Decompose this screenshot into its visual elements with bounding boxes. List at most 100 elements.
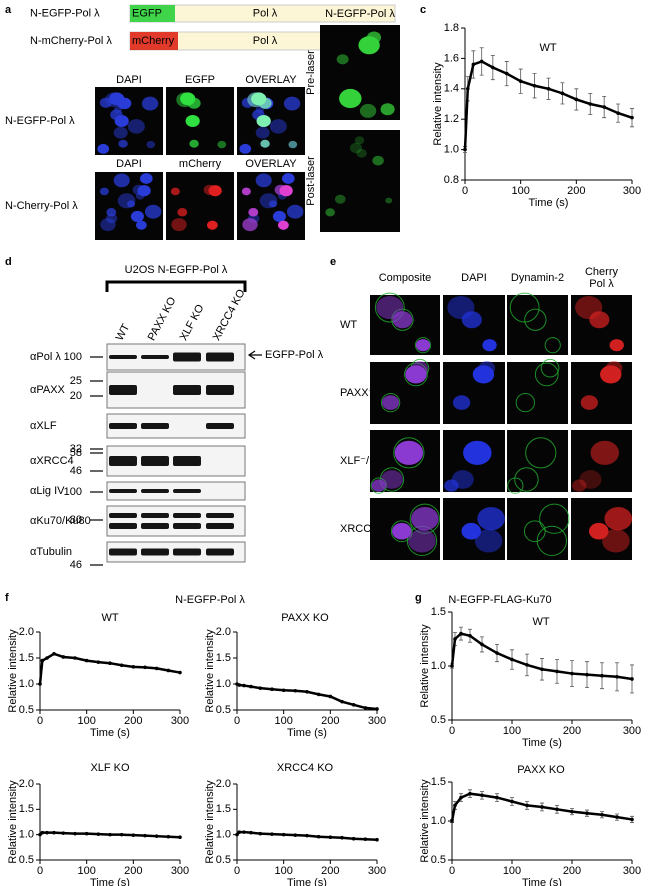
data-point [258,831,263,836]
x-tick-label: 200 [563,725,581,737]
nucleus [144,204,162,219]
data-point [281,832,286,837]
y-tick-label: 0.5 [431,854,446,866]
nucleus [589,311,610,329]
x-tick-label: 100 [503,865,521,877]
data-point [96,660,101,664]
chart-title: PAXX KO [281,612,329,624]
data-point [249,830,253,835]
bracket [105,280,247,292]
row-label: WT [340,319,357,331]
chart-title: XRCC4 KO [277,762,334,774]
construct-name: N-EGFP-Pol λ [30,7,100,19]
arrow-label: EGFP-Pol λ [265,349,324,361]
data-line [38,652,181,685]
mw-marker: 46 [70,559,82,571]
column-header: Cherry [585,266,619,278]
data-point [270,832,274,836]
data-point [61,831,66,835]
band [173,385,201,395]
nucleus [334,194,346,204]
nucleus [113,126,128,139]
band [141,513,169,518]
band [173,352,201,362]
y-tick-label: 1.8 [444,22,459,34]
data-point [495,795,499,800]
band [173,513,201,518]
data-point [555,669,559,674]
antibody-label: αPAXX [30,384,66,396]
data-point [375,837,379,842]
row-label: Post-laser [305,156,317,206]
x-tick-label: 200 [321,715,339,727]
data-point [480,793,484,798]
cell-ring [390,520,413,543]
x-tick-label: 0 [449,865,455,877]
data-point [525,803,529,808]
data-point [546,87,551,91]
data-point [351,836,356,841]
data-point [453,637,457,641]
data-point [560,91,565,96]
data-point [540,667,544,672]
cell-ring [540,358,560,378]
cell-ring [534,362,559,387]
data-point [574,97,579,102]
data-point [468,791,472,796]
nucleus [604,507,633,531]
data-point [600,673,604,678]
nucleus [203,184,216,196]
data-point [38,682,42,686]
y-tick-label: 2.0 [19,626,34,638]
nucleus [472,365,495,384]
x-tick-label: 0 [37,865,43,877]
nucleus [461,522,481,540]
band [141,456,169,466]
nucleus [256,114,271,128]
y-axis-label: Relative intensity [204,629,216,713]
x-axis-label: Time (s) [90,727,130,739]
x-tick-label: 200 [563,865,581,877]
y-axis-label: Relative intensity [7,780,19,864]
data-point [40,830,45,835]
data-point [351,703,356,707]
y-tick-label: 0.5 [431,714,446,726]
panel-label: d [5,256,12,268]
blot-title: U2OS N-EGFP-Pol λ [125,264,228,276]
data-point [340,699,344,704]
data-point [465,87,470,91]
column-header: Pol λ [589,278,614,290]
x-tick-label: 300 [623,185,641,197]
x-tick-label: 100 [503,725,521,737]
y-tick-label: 0.8 [444,174,459,186]
cell-ring [414,337,432,354]
nucleus [242,218,258,232]
nucleus [392,311,413,329]
data-point [630,677,634,681]
y-axis-label: Relative intensity [419,779,431,863]
nucleus [359,103,377,118]
data-point [166,668,171,673]
y-axis-label: Relative intensity [432,62,444,146]
data-point [45,830,49,835]
cell-ring [544,337,561,354]
panel-label: f [5,592,9,604]
data-point [504,71,509,76]
data-point [108,832,112,837]
blot-strip [106,505,246,537]
band [206,423,234,429]
chart-title: WT [101,612,118,624]
nucleus [385,197,393,204]
band [173,456,201,466]
mw-marker: 20 [70,390,82,402]
x-tick-label: 100 [77,865,95,877]
nucleus [590,440,620,465]
data-point [510,799,514,804]
data-point [38,832,42,837]
nucleus [241,187,251,196]
x-axis-label: Time (s) [90,877,130,886]
data-point [61,655,66,659]
data-point [588,102,593,106]
data-point [525,663,529,667]
